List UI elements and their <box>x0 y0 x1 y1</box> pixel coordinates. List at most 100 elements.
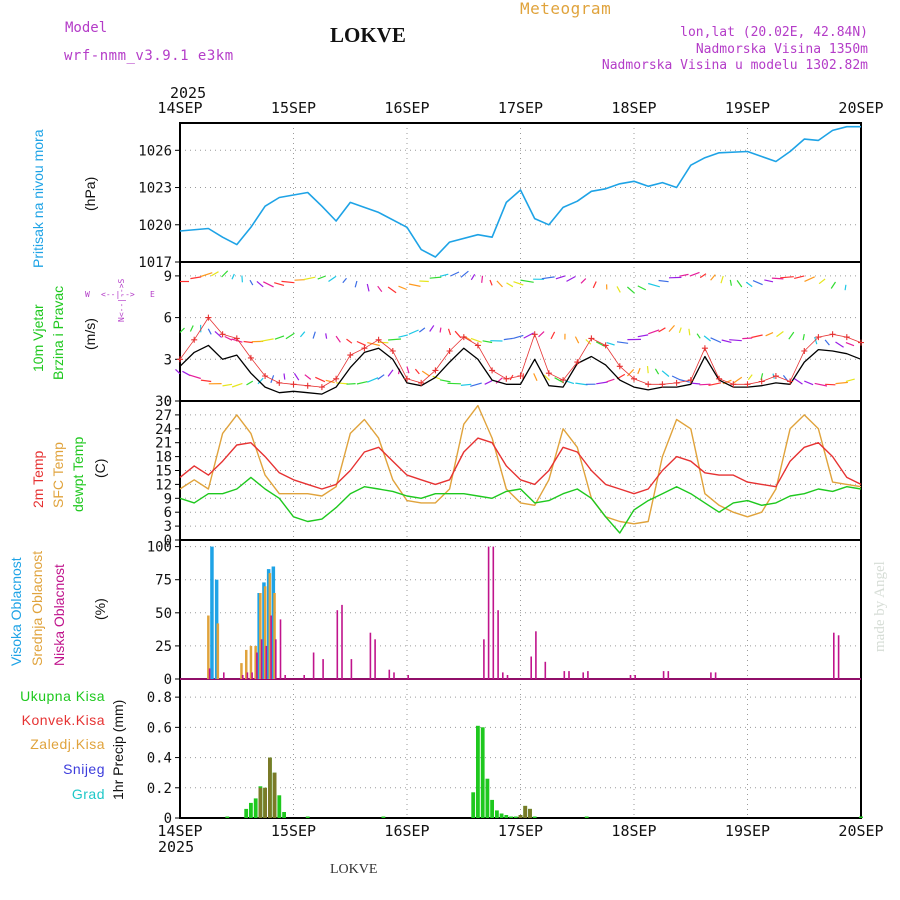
wind-arrow <box>824 339 830 346</box>
wind-arrow <box>804 276 815 282</box>
wind-arrow <box>224 335 233 341</box>
date-label-bottom: 15SEP <box>271 822 316 840</box>
wind-arrow <box>179 327 185 333</box>
cloud-bar <box>629 675 632 679</box>
gust-marker <box>531 331 538 338</box>
wind-arrow <box>439 327 442 333</box>
wind-arrow <box>367 342 380 347</box>
cloud-bar <box>369 632 372 679</box>
gust-marker <box>744 381 751 388</box>
gust-marker <box>262 373 269 379</box>
cloud-bar <box>544 661 547 679</box>
gust-marker <box>659 381 666 388</box>
gust-marker <box>716 375 723 382</box>
wind-arrow <box>733 376 743 384</box>
gust-marker <box>191 336 198 343</box>
wind-arrow <box>429 325 435 332</box>
gust-marker <box>517 373 524 379</box>
gust-marker <box>730 381 737 388</box>
cloud-bar <box>270 615 272 679</box>
wind-arrow <box>512 334 524 339</box>
precip-bar <box>509 816 513 818</box>
date-label-bottom: 16SEP <box>384 822 429 840</box>
wind-arrow <box>482 340 493 344</box>
wind-arrow <box>555 275 566 280</box>
wind-arrow <box>575 382 588 386</box>
gust-marker <box>503 375 510 382</box>
year-bottom: 2025 <box>158 838 195 856</box>
wind-arrow <box>377 341 389 344</box>
wind-arrow <box>742 337 753 340</box>
wind-arrow <box>721 339 732 343</box>
wind-arrow <box>616 341 629 344</box>
cloud-bar <box>303 675 305 679</box>
wind-arrow <box>520 279 534 283</box>
wind-arrow <box>260 338 274 342</box>
wind-arrow <box>450 271 460 277</box>
wind-arrow <box>481 275 484 283</box>
cloud-bar <box>837 635 840 679</box>
cloud-bar <box>210 546 214 679</box>
cloud-bar <box>284 675 286 679</box>
gust-marker <box>687 377 694 384</box>
wind-arrow <box>346 383 356 385</box>
wind-arrow <box>241 275 243 283</box>
model-label: Model <box>65 20 108 36</box>
temp2m-line <box>179 437 862 495</box>
wind-arrow <box>243 340 253 344</box>
wind-arrow <box>765 332 774 337</box>
y-tick-label: 50 <box>155 606 172 622</box>
wind-arrow <box>447 328 452 336</box>
precip-bar <box>480 727 485 818</box>
wind-arrow <box>249 279 254 286</box>
wind-arrow <box>729 279 732 286</box>
wind-arrow <box>533 373 538 382</box>
date-label-bottom: 19SEP <box>725 822 770 840</box>
cloud-bar <box>208 668 211 679</box>
y-tick-label: 0.4 <box>147 751 172 767</box>
gust-marker <box>829 331 836 338</box>
wind-arrow <box>398 334 408 338</box>
cloud-bar <box>662 671 665 679</box>
gust-marker <box>758 378 765 385</box>
cloud-bar <box>251 672 253 679</box>
cloud-bar <box>667 671 670 679</box>
date-label-top: 16SEP <box>384 99 429 117</box>
y-tick-label: 27 <box>155 408 172 424</box>
wind-arrow <box>844 284 847 291</box>
y-tick-label: 0.6 <box>147 720 172 736</box>
wind-arrow <box>764 279 774 283</box>
footer-station: LOKVE <box>330 862 378 877</box>
wind-arrow <box>315 376 326 383</box>
wind-arrow <box>678 327 682 333</box>
wind-arrow <box>200 272 213 278</box>
y-tick-label: 9 <box>164 491 172 507</box>
wind-arrow <box>460 270 469 278</box>
cloud-bar <box>256 652 258 679</box>
wind-arrow <box>543 374 550 381</box>
wind-arrow <box>523 332 534 339</box>
compass-west: W <box>85 290 90 299</box>
wind-arrow <box>484 380 493 385</box>
cloud-bar <box>273 593 276 679</box>
wind-arrow <box>580 278 587 284</box>
precip-bar <box>268 757 272 818</box>
wind-arrow <box>317 275 326 280</box>
wind-arrow <box>710 337 722 344</box>
gust-marker <box>631 375 637 382</box>
cloud-bar <box>246 672 249 679</box>
gust-marker <box>361 345 368 352</box>
precip-bar <box>584 816 589 818</box>
cloud-bar <box>634 675 636 679</box>
cloud-bar <box>259 593 262 679</box>
wind-arrow <box>626 368 635 377</box>
precip-bar <box>859 816 863 818</box>
date-label-top: 15SEP <box>271 99 316 117</box>
precip-bar <box>513 816 518 818</box>
gust-marker <box>602 342 609 349</box>
date-label-bottom: 14SEP <box>157 822 202 840</box>
cloud-bar <box>245 649 248 679</box>
dewpt-line <box>179 476 862 534</box>
precip-bar <box>263 787 267 818</box>
